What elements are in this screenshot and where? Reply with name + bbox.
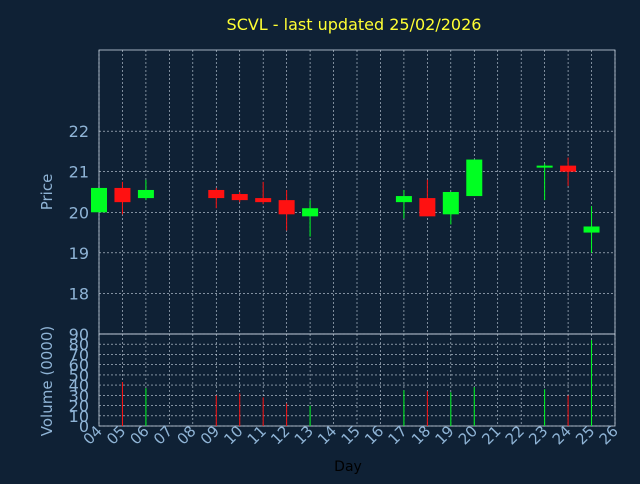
volume-tick-label: 40 xyxy=(69,376,89,395)
price-tick-label: 20 xyxy=(69,203,89,222)
candle-body xyxy=(536,165,553,168)
volume-tick-label: 10 xyxy=(69,407,89,426)
candle-body xyxy=(442,192,459,215)
price-tick-label: 19 xyxy=(69,244,89,263)
price-tick-label: 21 xyxy=(69,163,89,182)
volume-tick-label: 80 xyxy=(69,335,89,354)
candle-body xyxy=(208,189,225,199)
price-tick-label: 22 xyxy=(69,122,89,141)
volume-tick-label: 0 xyxy=(79,417,89,436)
volume-tick-label: 70 xyxy=(69,345,89,364)
volume-tick-label: 50 xyxy=(69,366,89,385)
volume-tick-label: 20 xyxy=(69,397,89,416)
x-axis-label: Day xyxy=(334,459,362,475)
candle-body xyxy=(255,198,272,203)
candle-body xyxy=(231,194,248,201)
volume-axis-label: Volume (0000) xyxy=(38,326,56,436)
volume-panel-frame xyxy=(98,333,616,427)
candle-body xyxy=(419,198,436,217)
volume-tick-label: 30 xyxy=(69,386,89,405)
volume-tick-label: 90 xyxy=(69,325,89,344)
grid-layer xyxy=(98,50,616,427)
chart-title: SCVL - last updated 25/02/2026 xyxy=(227,15,482,34)
candle-body xyxy=(466,159,483,197)
candle-body xyxy=(560,165,577,172)
candle-body xyxy=(114,187,131,203)
candle-body xyxy=(302,208,319,217)
candle-body xyxy=(395,196,412,203)
price-tick-label: 18 xyxy=(69,284,89,303)
candle-body xyxy=(278,200,295,215)
volume-tick-label: 60 xyxy=(69,356,89,375)
tick-labels: 1819202122010203040506070809004050607080… xyxy=(69,122,622,448)
volume-bars xyxy=(121,340,593,426)
price-axis-label: Price xyxy=(38,174,56,211)
price-candles xyxy=(91,157,600,253)
candle-body xyxy=(91,187,107,213)
candle-body xyxy=(137,189,154,199)
candle-body xyxy=(583,226,600,233)
